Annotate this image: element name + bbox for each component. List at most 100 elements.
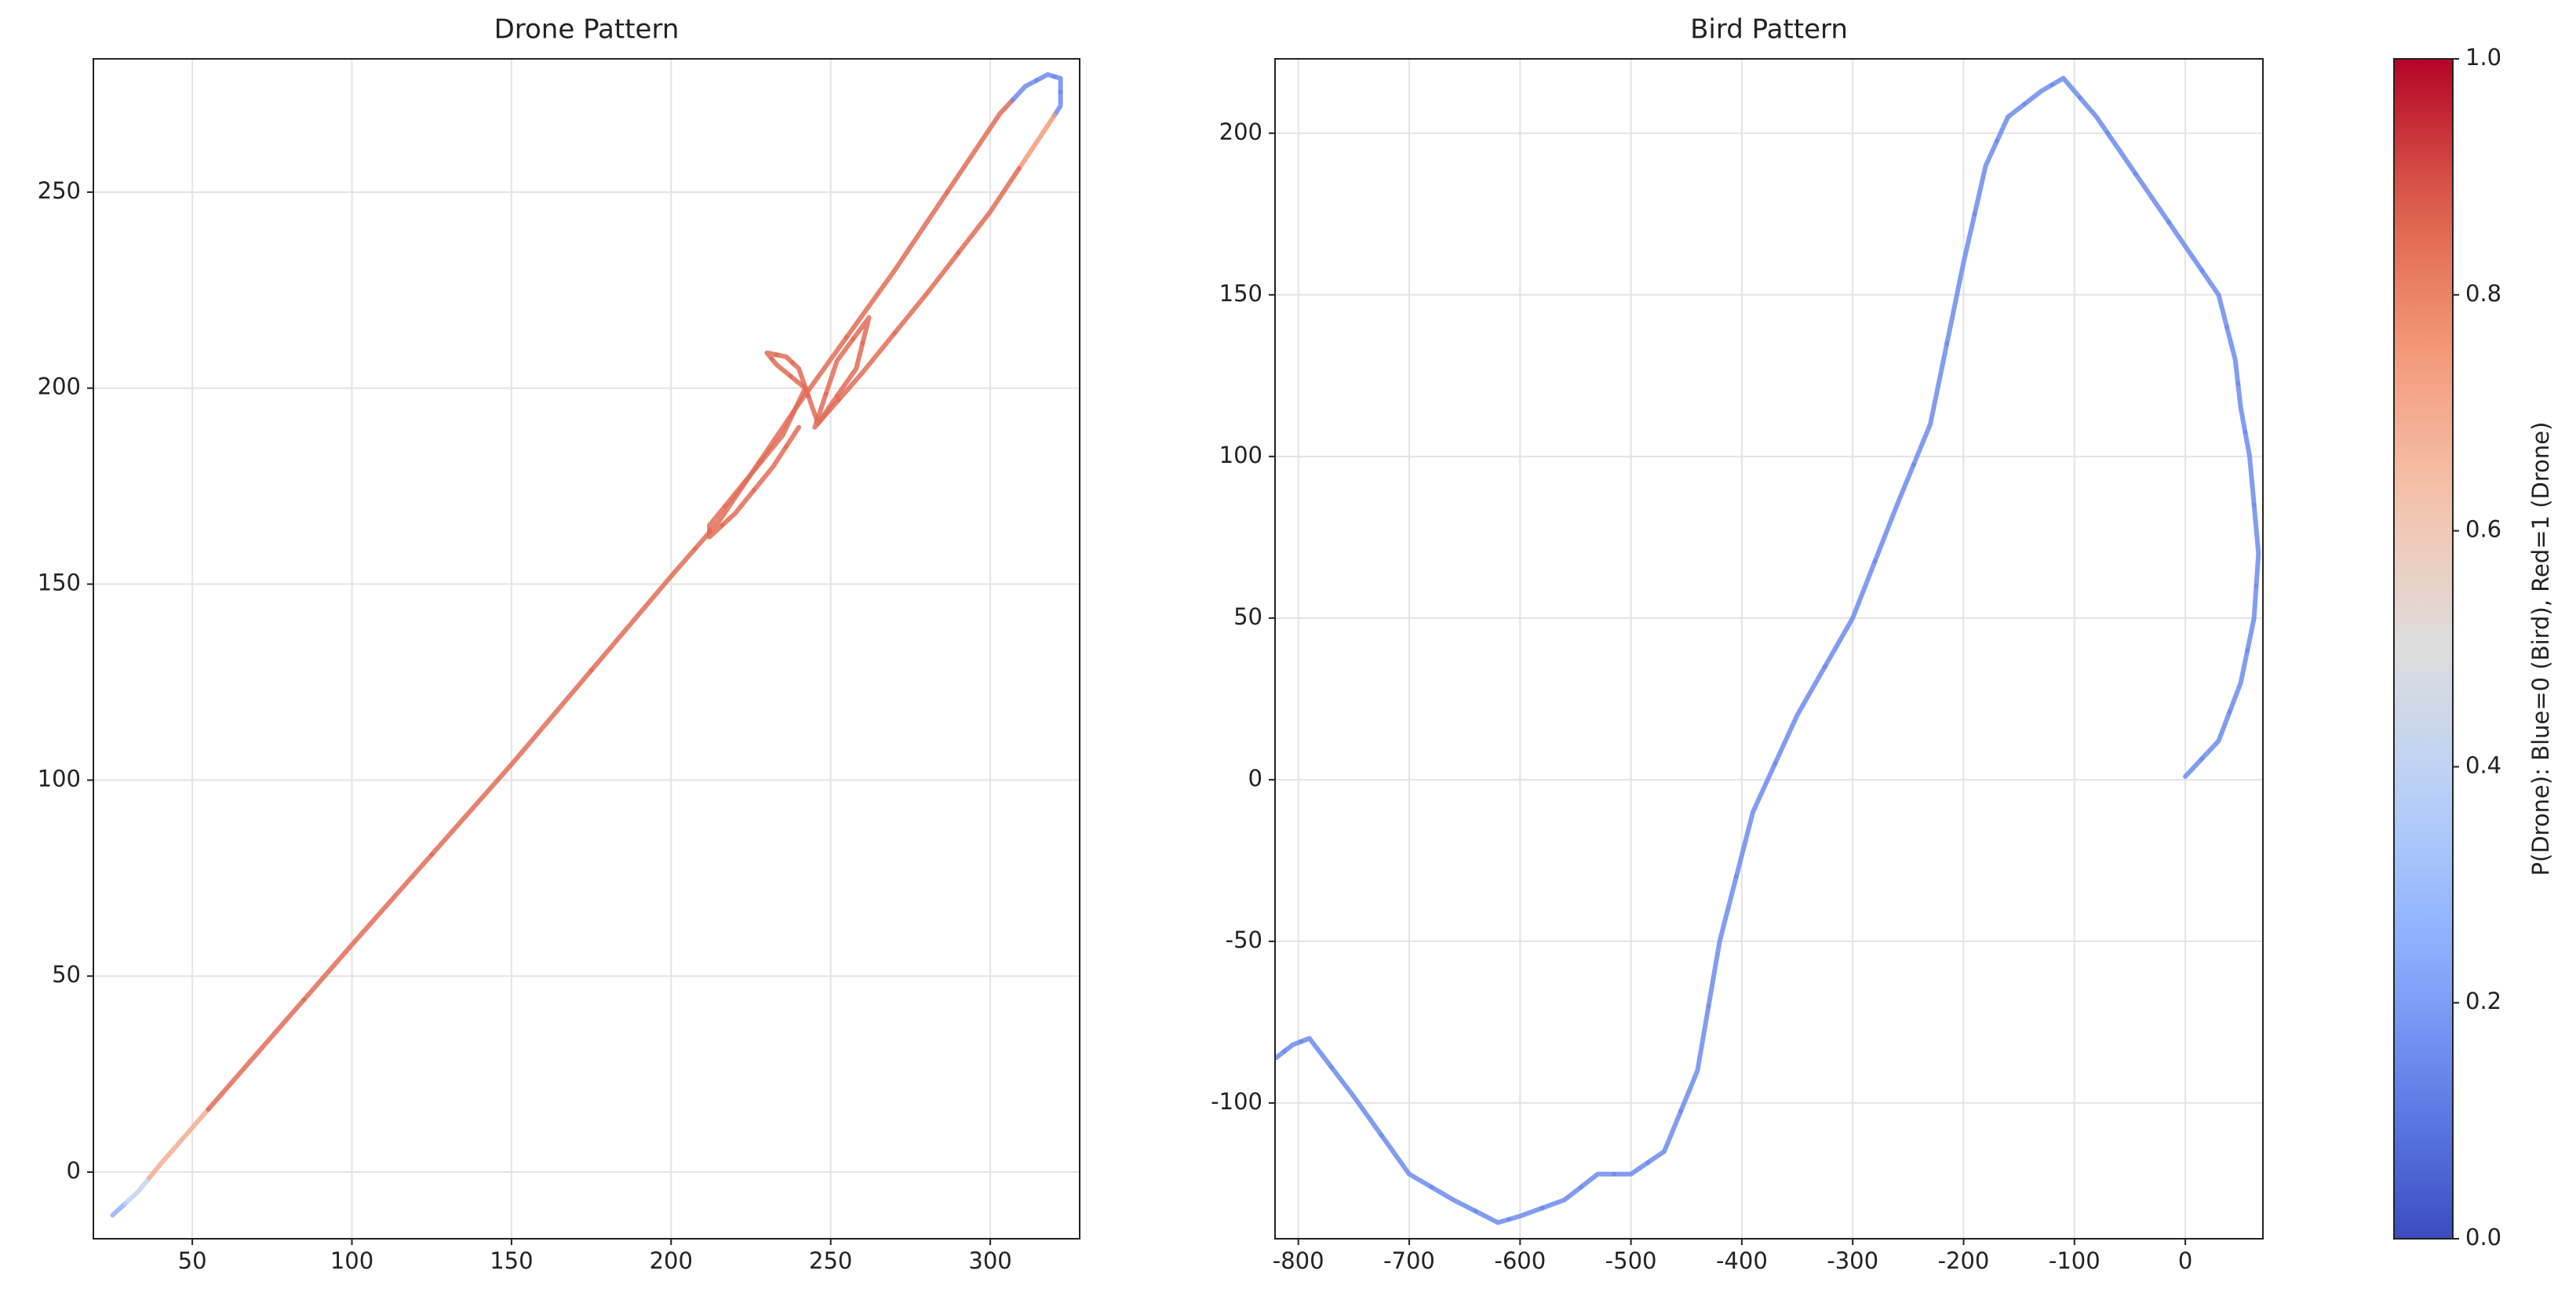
trajectory-segment	[1578, 1171, 1617, 1190]
trajectory-segment	[588, 546, 698, 673]
trajectory-segment	[788, 373, 808, 414]
trajectory-segment	[110, 1201, 128, 1218]
x-tick-label: 300	[968, 1247, 1011, 1274]
y-tick-label: 200	[1219, 118, 1262, 145]
trajectory-segment	[2245, 583, 2259, 654]
trajectory-segment	[1429, 1185, 1478, 1214]
trajectory-segment	[836, 330, 898, 402]
trajectory	[1275, 75, 2261, 1225]
x-tick-label: -500	[1605, 1247, 1657, 1274]
y-tick-label: -50	[1226, 927, 1262, 953]
trajectory-segment	[2166, 220, 2205, 273]
trajectory-segment	[774, 352, 795, 366]
trajectory-segment	[720, 487, 757, 528]
trajectory-segment	[1706, 874, 1739, 1009]
trajectory-segment	[429, 668, 594, 857]
trajectory-segment	[806, 393, 840, 426]
trajectory-segment	[1299, 1036, 1335, 1070]
trajectory-segment	[1282, 1039, 1304, 1054]
trajectory-segment	[1473, 1208, 1512, 1225]
trajectory-segment	[2235, 381, 2248, 435]
y-tick-label: 0	[1248, 765, 1262, 792]
x-tick-label: 200	[650, 1247, 693, 1274]
trajectory-segment	[2133, 171, 2171, 225]
trajectory-segment	[1944, 211, 1977, 346]
trajectory-segment	[1994, 101, 2028, 144]
colorbar-tick-label: 0.2	[2465, 988, 2501, 1014]
y-tick-label: -100	[1211, 1088, 1262, 1115]
trajectory-segment	[892, 250, 961, 336]
x-tick-label: -600	[1494, 1247, 1546, 1274]
trajectory-segment	[2199, 709, 2232, 762]
trajectory-segment	[2077, 95, 2111, 136]
trajectory-segment	[1507, 1205, 1545, 1222]
trajectory-segment	[2243, 429, 2257, 508]
trajectory-segment	[1645, 1109, 1684, 1166]
chart-title: Bird Pattern	[1690, 14, 1848, 46]
x-tick-label: -300	[1827, 1247, 1878, 1274]
trajectory-segment	[2183, 756, 2205, 779]
trajectory-segment	[1539, 1185, 1583, 1211]
trajectory-segment	[2199, 268, 2230, 330]
axes-frame	[93, 58, 1080, 1240]
trajectory-segment	[823, 337, 856, 397]
trajectory-segment	[1051, 89, 1063, 118]
colorbar-tick-label: 0.6	[2465, 516, 2501, 543]
trajectory-segment	[752, 444, 789, 493]
x-tick-label: -400	[1716, 1247, 1768, 1274]
chart-title: Drone Pattern	[494, 14, 680, 46]
y-tick-label: 50	[52, 961, 81, 988]
trajectory-segment	[851, 315, 872, 346]
trajectory	[110, 71, 1063, 1218]
y-tick-label: 100	[38, 765, 81, 792]
trajectory-segment	[1612, 1160, 1650, 1177]
trajectory-segment	[2251, 502, 2261, 588]
trajectory-segment	[945, 97, 1015, 195]
y-tick-label: 250	[38, 177, 81, 204]
x-tick-label: 100	[330, 1247, 373, 1274]
trajectory-segment	[707, 522, 725, 540]
trajectory-segment	[1678, 1003, 1711, 1114]
x-tick-label: 150	[490, 1247, 533, 1274]
colorbar-tick-label: 0.4	[2465, 752, 2501, 778]
colorbar-tick-label: 0.8	[2465, 280, 2501, 307]
x-tick-label: -700	[1383, 1247, 1435, 1274]
x-tick-label: -800	[1273, 1247, 1324, 1274]
y-tick-label: 200	[38, 373, 81, 400]
colorbar-label: P(Drone): Blue=0 (Bird), Red=1 (Drone)	[2527, 422, 2554, 876]
trajectory-segment	[147, 1107, 211, 1181]
trajectory-segment	[956, 166, 1022, 256]
trajectory-segment	[301, 852, 435, 1003]
y-tick-label: 150	[38, 570, 81, 596]
y-tick-label: 50	[1233, 603, 1262, 630]
trajectory-segment	[769, 356, 793, 379]
axes-frame	[1274, 58, 2264, 1240]
trajectory-segment	[2050, 75, 2082, 100]
trajectory-segment	[1379, 1133, 1434, 1190]
trajectory-segment	[1034, 71, 1057, 83]
trajectory-segment	[1911, 340, 1950, 468]
trajectory-segment	[122, 1175, 152, 1207]
x-tick-label: 0	[2178, 1247, 2192, 1274]
x-tick-label: 250	[809, 1247, 852, 1274]
trajectory-segment	[760, 409, 796, 464]
trajectory-segment	[844, 189, 950, 340]
trajectory-segment	[764, 350, 779, 362]
trajectory-segment	[834, 340, 865, 399]
trajectory-segment	[1733, 761, 1778, 879]
colorbar-tick-label: 0.0	[2465, 1224, 2501, 1251]
trajectory-segment	[723, 458, 765, 508]
trajectory-segment	[1051, 74, 1063, 95]
trajectory-segment	[1010, 78, 1040, 103]
trajectory-segment	[1329, 1065, 1384, 1138]
trajectory-segment	[2227, 648, 2250, 715]
trajectory-segment	[206, 997, 307, 1112]
y-tick-label: 150	[1219, 280, 1262, 307]
colorbar-tick-label: 1.0	[2465, 44, 2501, 71]
trajectory-segment	[2022, 82, 2055, 107]
x-tick-label: 50	[178, 1247, 207, 1274]
x-tick-label: -100	[2049, 1247, 2101, 1274]
trajectory-segment	[1972, 139, 1999, 217]
trajectory-segment	[2224, 325, 2241, 387]
